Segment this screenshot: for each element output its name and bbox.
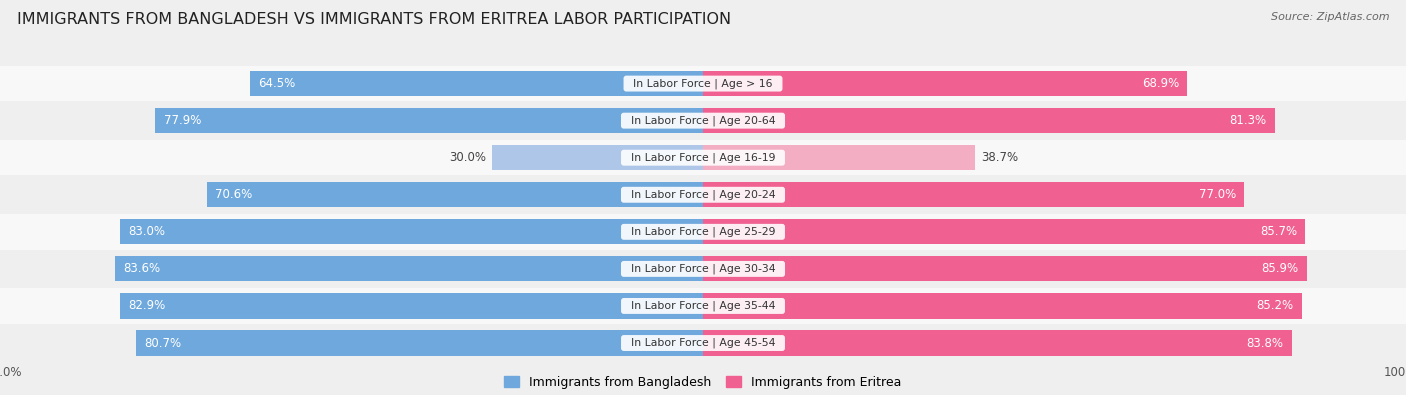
Text: 70.6%: 70.6% [215,188,252,201]
Bar [135,330,703,356]
Bar [703,71,1188,96]
Text: 83.8%: 83.8% [1247,337,1284,350]
Legend: Immigrants from Bangladesh, Immigrants from Eritrea: Immigrants from Bangladesh, Immigrants f… [505,376,901,389]
Bar [120,219,703,245]
Text: In Labor Force | Age 25-29: In Labor Force | Age 25-29 [624,227,782,237]
Bar [0,214,1406,250]
Text: In Labor Force | Age 20-64: In Labor Force | Age 20-64 [624,115,782,126]
Text: Source: ZipAtlas.com: Source: ZipAtlas.com [1271,12,1389,22]
Text: 68.9%: 68.9% [1142,77,1178,90]
Text: In Labor Force | Age 45-54: In Labor Force | Age 45-54 [624,338,782,348]
Text: 83.0%: 83.0% [128,225,165,238]
Bar [703,182,1244,207]
Text: In Labor Force | Age 20-24: In Labor Force | Age 20-24 [624,190,782,200]
Text: 82.9%: 82.9% [129,299,166,312]
Text: In Labor Force | Age 16-19: In Labor Force | Age 16-19 [624,152,782,163]
Bar [703,145,976,170]
Bar [0,66,1406,102]
Bar [703,256,1308,282]
Bar [703,219,1305,245]
Text: 38.7%: 38.7% [981,151,1018,164]
Text: 85.9%: 85.9% [1261,262,1299,275]
Bar [115,256,703,282]
Text: 30.0%: 30.0% [450,151,486,164]
Bar [207,182,703,207]
Bar [250,71,703,96]
Text: 80.7%: 80.7% [145,337,181,350]
Bar [0,140,1406,175]
Bar [0,288,1406,324]
Text: 85.7%: 85.7% [1260,225,1296,238]
Text: 85.2%: 85.2% [1257,299,1294,312]
Text: In Labor Force | Age > 16: In Labor Force | Age > 16 [626,78,780,89]
Text: 81.3%: 81.3% [1229,114,1267,127]
Text: In Labor Force | Age 35-44: In Labor Force | Age 35-44 [624,301,782,311]
Text: IMMIGRANTS FROM BANGLADESH VS IMMIGRANTS FROM ERITREA LABOR PARTICIPATION: IMMIGRANTS FROM BANGLADESH VS IMMIGRANTS… [17,12,731,27]
Bar [0,177,1406,213]
Bar [0,103,1406,138]
Bar [492,145,703,170]
Text: 77.9%: 77.9% [163,114,201,127]
Bar [0,325,1406,361]
Text: 83.6%: 83.6% [124,262,160,275]
Text: In Labor Force | Age 30-34: In Labor Force | Age 30-34 [624,263,782,274]
Text: 77.0%: 77.0% [1199,188,1236,201]
Bar [703,330,1292,356]
Bar [155,108,703,133]
Bar [703,293,1302,318]
Bar [0,251,1406,287]
Text: 64.5%: 64.5% [259,77,295,90]
Bar [703,108,1275,133]
Bar [120,293,703,318]
